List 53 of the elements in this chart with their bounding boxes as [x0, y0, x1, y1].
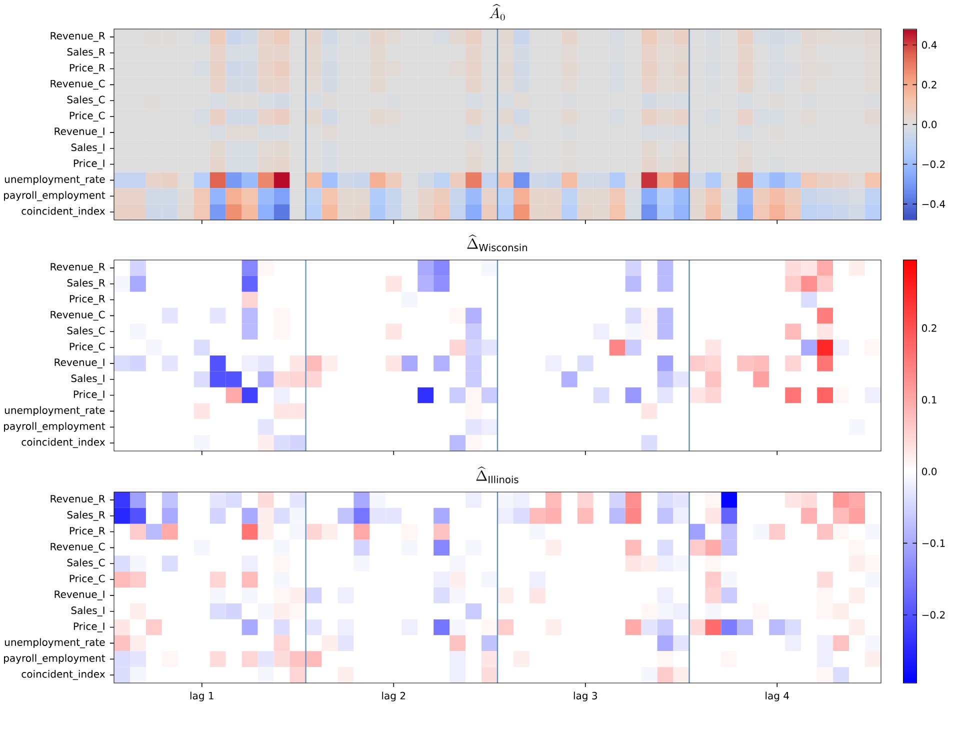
color-bar-label: 0.1: [922, 396, 936, 404]
x-tick-label: lag 4: [766, 692, 789, 702]
y-tick-label: Revenue_I: [54, 590, 104, 600]
y-tick-label: Revenue_I: [54, 358, 104, 368]
color-bar-label: 0.2: [922, 324, 936, 332]
y-tick-label: Sales_C: [67, 96, 105, 106]
y-tick-label: Price_C: [70, 342, 105, 353]
y-tick-label: unemployment_rate: [4, 175, 105, 186]
color-bar-label: 0.0: [922, 468, 937, 476]
y-tick-label: Revenue_R: [50, 495, 106, 505]
color-bar-label: −0.4: [922, 200, 946, 208]
y-tick-label: Price_C: [70, 574, 105, 585]
y-tick-label: coincident_index: [22, 207, 105, 218]
color-bar-label: −0.2: [922, 611, 945, 619]
y-tick-label: coincident_index: [22, 670, 105, 680]
chart-title: $\widehat{A}_0$: [490, 4, 505, 20]
color-bar-label: −0.2: [922, 160, 945, 168]
color-bar-label: −0.1: [922, 539, 945, 547]
y-tick-label: Revenue_I: [54, 128, 104, 138]
y-tick-label: Sales_R: [67, 278, 105, 289]
y-tick-label: Price_I: [74, 390, 104, 400]
x-tick-label: lag 1: [190, 692, 214, 702]
y-tick-label: Sales_I: [71, 606, 104, 616]
y-tick-label: Revenue_C: [50, 310, 105, 321]
y-tick-label: Sales_R: [67, 510, 105, 521]
x-tick-label: lag 2: [382, 692, 406, 702]
y-tick-label: Price_R: [70, 526, 105, 537]
y-tick-label: Sales_I: [71, 374, 104, 384]
y-tick-label: payroll_employment: [4, 191, 106, 202]
y-tick-label: Revenue_R: [50, 32, 106, 42]
y-tick-label: Price_I: [74, 622, 104, 632]
y-tick-label: Price_C: [70, 112, 105, 122]
y-tick-label: Sales_R: [67, 48, 105, 58]
y-tick-label: Revenue_C: [50, 542, 105, 553]
color-bar-label: 0.0: [922, 120, 937, 128]
y-tick-label: coincident_index: [22, 438, 105, 448]
y-tick-label: Sales_C: [67, 558, 105, 569]
y-tick-label: Revenue_R: [50, 263, 106, 273]
y-tick-label: Revenue_C: [50, 80, 105, 90]
y-tick-label: payroll_employment: [4, 654, 106, 664]
y-tick-label: payroll_employment: [4, 422, 106, 432]
y-tick-label: Price_I: [74, 159, 104, 170]
x-tick-label: lag 3: [574, 692, 597, 702]
color-bar-label: 0.2: [922, 80, 936, 88]
y-tick-label: Price_R: [70, 64, 105, 74]
y-tick-label: unemployment_rate: [4, 638, 105, 648]
chart-title: $\widehat{\Delta}_{\mathrm{Illinois}}$: [476, 466, 518, 484]
chart-title: $\widehat{\Delta}_{\mathrm{Wisconsin}}$: [467, 234, 527, 252]
y-tick-label: Sales_I: [71, 143, 104, 154]
color-bar-label: 0.4: [922, 41, 937, 49]
y-tick-label: Sales_C: [67, 326, 105, 337]
y-tick-label: Price_R: [70, 294, 105, 305]
y-tick-label: unemployment_rate: [4, 406, 105, 416]
